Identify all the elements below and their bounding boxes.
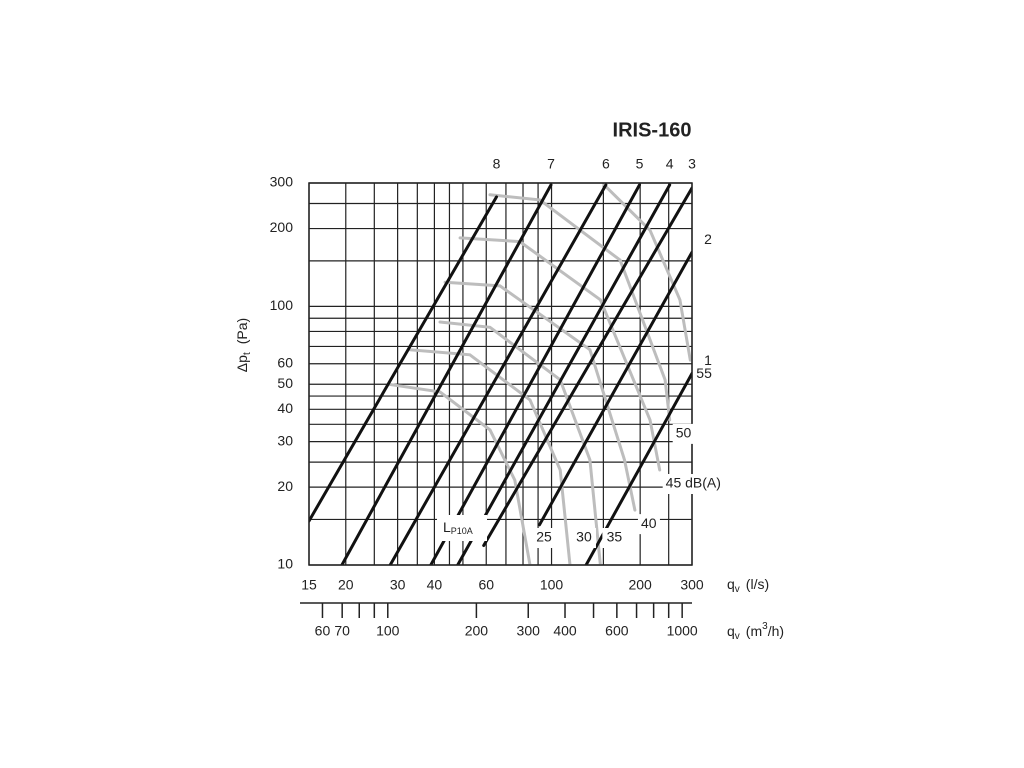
x2-axis-label: qv (m3/h) [727, 621, 784, 642]
position-line [584, 372, 692, 565]
position-line [388, 183, 608, 565]
series-label: 2 [704, 231, 712, 247]
label-bg [662, 473, 733, 494]
series-label: 7 [547, 156, 555, 172]
noise-curve [458, 236, 662, 472]
position-line [456, 183, 672, 565]
x2-label-sub: v [735, 631, 740, 642]
y-tick-label: 60 [277, 354, 293, 370]
x-tick-label: 30 [390, 577, 406, 593]
curve-label-sub: P10A [451, 526, 473, 536]
x-axis-label: qv (l/s) [727, 576, 769, 595]
label-bg [693, 364, 716, 385]
x2-tick-label: 100 [376, 623, 400, 639]
label-bg [532, 528, 557, 548]
y-label-main: Δp [234, 355, 250, 372]
y-tick-label: 100 [270, 297, 294, 313]
noise-curve [408, 348, 572, 565]
series-label: 8 [493, 156, 501, 172]
curve-label-box: LP10A [437, 515, 487, 541]
x2-tick-label: 200 [465, 623, 489, 639]
label-box [437, 515, 487, 541]
y-tick-label: 10 [277, 556, 293, 572]
position-line [538, 250, 692, 527]
x2-label-unit-end: /h) [768, 623, 784, 639]
x-tick-label: 300 [680, 577, 704, 593]
position-line [429, 183, 641, 565]
x-label-unit: (l/s) [746, 576, 769, 592]
label-bg [571, 528, 596, 548]
x-label-main: q [727, 576, 735, 592]
series-label: 5 [636, 156, 644, 172]
series-label: 55 [696, 365, 712, 381]
x-label-sub: v [735, 584, 740, 595]
x-tick-label: 200 [628, 577, 652, 593]
x-tick-label: 20 [338, 577, 354, 593]
y-tick-label: 200 [270, 219, 294, 235]
noise-curve [443, 280, 637, 512]
series-label: 6 [602, 156, 610, 172]
y-tick-label: 40 [277, 400, 293, 416]
label-bg [602, 528, 627, 548]
y-tick-label: 50 [277, 375, 293, 391]
curve-label-main: L [443, 519, 451, 535]
x-tick-label: 60 [478, 577, 494, 593]
label-bg [637, 514, 660, 535]
x-tick-label: 40 [427, 577, 443, 593]
plot-area [309, 183, 692, 565]
series-label: 4 [666, 156, 674, 172]
x2-tick-label: 300 [517, 623, 541, 639]
series-label: 50 [676, 425, 692, 441]
y-label-unit: (Pa) [234, 318, 250, 344]
y-tick-label: 30 [277, 432, 293, 448]
y-tick-label: 20 [277, 478, 293, 494]
x2-label-main: q [727, 623, 735, 639]
series-label: 35 [607, 529, 623, 545]
position-line [340, 183, 553, 565]
x2-tick-label: 70 [334, 623, 350, 639]
noise-curve [488, 193, 672, 422]
position-line [309, 195, 498, 523]
y-label-sub: t [242, 352, 253, 355]
x2-tick-label: 60 [315, 623, 331, 639]
series-label: 3 [688, 156, 696, 172]
series-label: 40 [641, 515, 657, 531]
curve-label: LP10A [443, 519, 473, 537]
x2-tick-label: 400 [553, 623, 577, 639]
series-label: 45 dB(A) [666, 475, 721, 491]
x2-label-unit: (m [746, 623, 762, 639]
x2-label-sup: 3 [762, 621, 768, 632]
x2-tick-label: 600 [605, 623, 629, 639]
position-line [482, 186, 692, 547]
y-tick-label: 300 [270, 174, 294, 190]
x-tick-label: 100 [540, 577, 564, 593]
y-axis-label: Δpt (Pa) [234, 318, 253, 372]
chart-title: IRIS-160 [613, 119, 692, 141]
plot-border [308, 182, 693, 566]
x2-tick-label: 1000 [667, 623, 698, 639]
x-tick-label: 15 [301, 577, 317, 593]
series-label: 30 [576, 529, 592, 545]
series-label: 25 [536, 529, 552, 545]
label-bg [672, 423, 695, 444]
series-label: 1 [704, 352, 712, 368]
noise-curve [386, 382, 532, 565]
